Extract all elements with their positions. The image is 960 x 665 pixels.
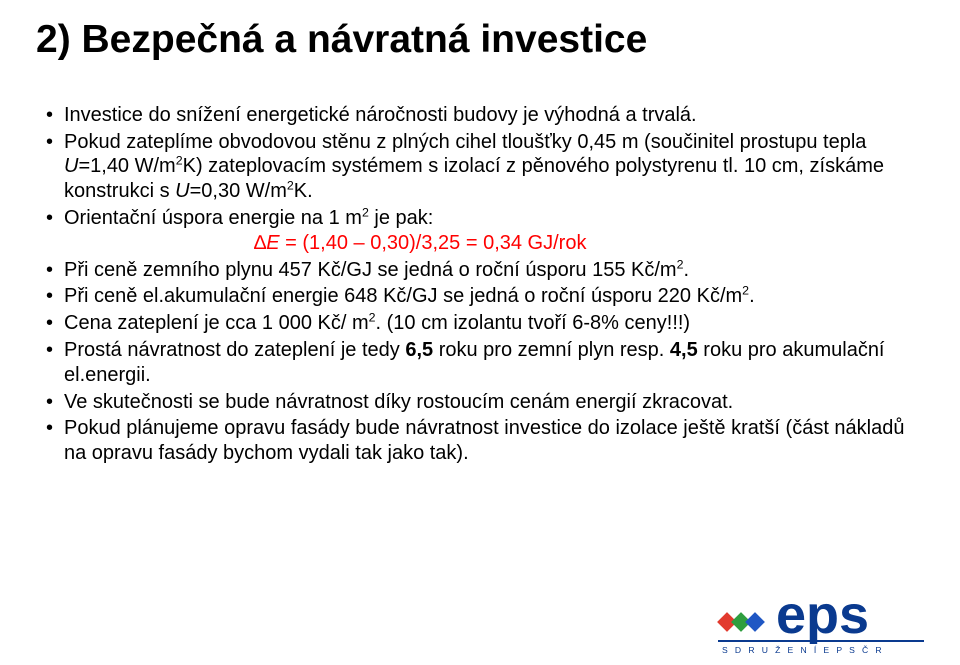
- bullet-item: Pokud plánujeme opravu fasády bude návra…: [64, 416, 924, 466]
- bullet-item: Prostá návratnost do zateplení je tedy 6…: [64, 338, 924, 388]
- bullet-item: Cena zateplení je cca 1 000 Kč/ m2. (10 …: [64, 311, 924, 336]
- bullet-item: Investice do snížení energetické náročno…: [64, 103, 924, 128]
- bullet-item: Při ceně zemního plynu 457 Kč/GJ se jedn…: [64, 258, 924, 283]
- logo-squares-icon: [717, 612, 765, 632]
- slide-title: 2) Bezpečná a návratná investice: [36, 18, 924, 63]
- logo-main-text: eps: [776, 585, 869, 645]
- eps-logo: eps S D R U Ž E N Í E P S Č R: [716, 585, 926, 655]
- bullet-item: Při ceně el.akumulační energie 648 Kč/GJ…: [64, 284, 924, 309]
- bullet-item: Orientační úspora energie na 1 m2 je pak…: [64, 206, 924, 256]
- bullet-item: Pokud zateplíme obvodovou stěnu z plných…: [64, 130, 924, 204]
- bullet-list: Investice do snížení energetické náročno…: [36, 103, 924, 466]
- slide: 2) Bezpečná a návratná investice Investi…: [0, 0, 960, 665]
- bullet-item: Ve skutečnosti se bude návratnost díky r…: [64, 390, 924, 415]
- logo-sub-text: S D R U Ž E N Í E P S Č R: [722, 645, 884, 655]
